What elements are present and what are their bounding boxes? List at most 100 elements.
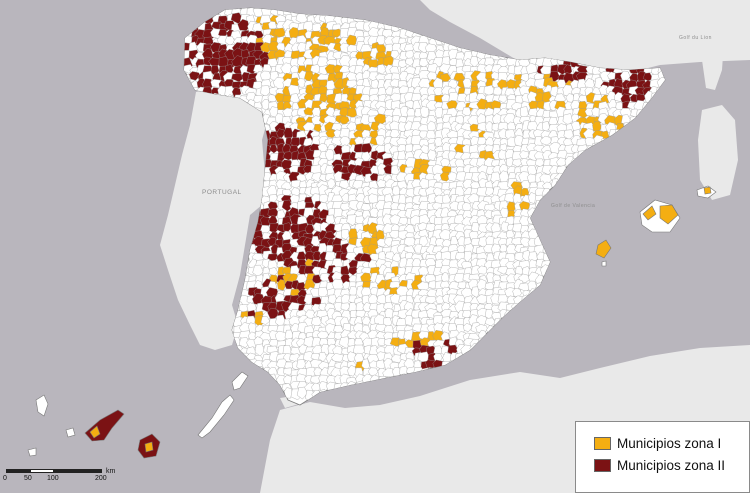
municipality — [550, 215, 560, 227]
municipality — [549, 279, 561, 290]
municipality — [454, 30, 468, 40]
municipality — [534, 323, 547, 333]
municipality — [628, 324, 641, 334]
municipality — [549, 318, 560, 328]
municipality — [196, 373, 207, 385]
municipality — [549, 274, 561, 284]
municipality — [577, 222, 590, 235]
municipality — [576, 173, 588, 183]
municipality — [184, 316, 185, 327]
municipality — [600, 194, 613, 207]
municipality — [489, 330, 502, 340]
municipality — [630, 149, 641, 162]
municipality — [629, 314, 639, 327]
municipality — [174, 137, 183, 146]
municipality — [426, 373, 439, 385]
municipality — [606, 330, 616, 341]
municipality-zona-1 — [325, 129, 337, 138]
municipality — [457, 38, 467, 48]
municipality — [184, 93, 187, 105]
municipality — [656, 339, 665, 351]
municipality — [658, 293, 665, 306]
municipality — [557, 344, 568, 357]
municipality — [614, 129, 623, 140]
municipality — [629, 287, 640, 300]
municipality — [597, 171, 610, 184]
municipality — [622, 331, 632, 344]
municipality — [526, 311, 538, 320]
municipality — [555, 332, 566, 342]
municipality — [420, 105, 430, 118]
municipality — [650, 91, 662, 105]
municipality — [614, 265, 626, 278]
municipality — [533, 345, 545, 356]
municipality — [498, 331, 510, 341]
municipality — [389, 390, 401, 399]
municipality — [647, 121, 661, 131]
municipality — [513, 346, 523, 356]
municipality — [629, 116, 641, 128]
municipality — [628, 223, 641, 236]
municipality — [556, 301, 570, 312]
municipality — [346, 8, 359, 13]
municipality — [664, 245, 665, 255]
municipality — [504, 339, 517, 351]
municipality — [605, 273, 618, 285]
municipality-zona-1 — [333, 43, 343, 52]
municipality — [267, 388, 277, 401]
municipality — [573, 258, 583, 269]
municipality — [664, 265, 665, 276]
municipality — [592, 331, 605, 343]
municipality — [556, 237, 567, 247]
municipality — [599, 353, 611, 364]
municipality — [578, 251, 588, 264]
municipality — [571, 282, 583, 292]
municipality — [614, 274, 623, 287]
municipality — [529, 359, 539, 369]
municipality — [564, 243, 573, 255]
municipality — [217, 8, 228, 9]
municipality — [528, 331, 539, 342]
municipality — [598, 84, 609, 95]
municipality — [563, 350, 575, 364]
municipality — [591, 259, 602, 269]
municipality — [656, 274, 665, 284]
municipality — [378, 379, 388, 392]
portugal-land — [160, 88, 268, 350]
municipality — [570, 178, 581, 189]
municipality — [637, 323, 648, 335]
municipality — [578, 301, 589, 314]
municipality — [649, 302, 660, 313]
municipality — [189, 8, 200, 11]
municipality — [563, 316, 574, 329]
municipality — [434, 375, 446, 385]
municipality — [635, 149, 647, 162]
municipality — [549, 288, 559, 298]
municipality — [643, 129, 654, 139]
municipality — [369, 382, 380, 393]
municipality — [593, 336, 604, 348]
municipality — [550, 268, 561, 277]
municipality — [579, 208, 590, 222]
municipality-zona-1 — [319, 92, 329, 103]
municipality — [390, 8, 400, 16]
municipality — [583, 288, 597, 300]
municipality — [564, 347, 575, 357]
municipality — [664, 231, 665, 240]
municipality — [616, 170, 625, 182]
municipality — [607, 259, 617, 271]
municipality — [184, 330, 186, 342]
municipality — [359, 8, 372, 10]
municipality — [223, 367, 234, 377]
municipality — [644, 310, 656, 320]
municipality — [548, 251, 561, 264]
municipality — [541, 360, 551, 370]
municipality — [620, 127, 633, 140]
municipality — [627, 203, 639, 213]
municipality — [246, 383, 258, 393]
municipality — [643, 166, 655, 178]
municipality — [246, 374, 260, 384]
municipality — [576, 289, 589, 300]
municipality — [492, 360, 504, 370]
